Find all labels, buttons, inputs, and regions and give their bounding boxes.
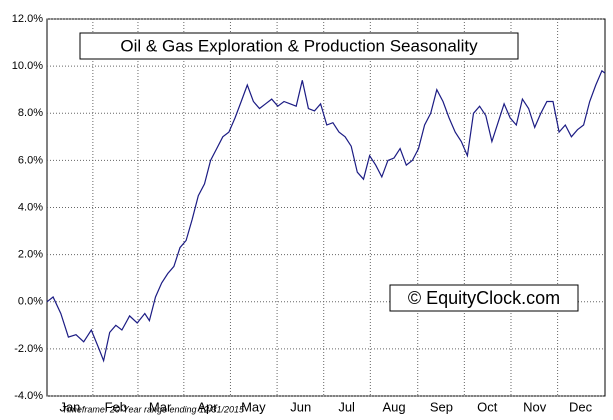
x-tick-label: Dec: [569, 399, 593, 414]
x-tick-label: Jul: [338, 399, 355, 414]
x-tick-label: Sep: [430, 399, 453, 414]
chart-title: Oil & Gas Exploration & Production Seaso…: [120, 36, 478, 55]
y-tick-label: 10.0%: [12, 60, 43, 72]
y-tick-label: -4.0%: [14, 390, 43, 402]
watermark-box: [389, 284, 579, 312]
y-tick-label: 4.0%: [18, 201, 43, 213]
x-tick-label: Feb: [105, 399, 127, 414]
y-tick-label: -2.0%: [14, 343, 43, 355]
x-tick-label: Jan: [59, 399, 80, 414]
x-tick-label: Mar: [149, 399, 172, 414]
y-tick-label: 2.0%: [18, 249, 43, 261]
footnote: Timeframe: 20-Year range ending 12/31/20…: [62, 404, 245, 414]
y-tick-label: 6.0%: [18, 154, 43, 166]
series-line: [46, 69, 606, 363]
x-tick-label: Apr: [197, 399, 218, 414]
x-tick-label: Nov: [523, 399, 547, 414]
x-tick-label: May: [241, 399, 266, 414]
watermark: © EquityClock.com: [408, 288, 560, 308]
x-tick-label: Oct: [477, 399, 498, 414]
y-tick-label: 8.0%: [18, 107, 43, 119]
x-tick-label: Aug: [382, 399, 405, 414]
y-tick-label: 0.0%: [18, 296, 43, 308]
y-tick-label: 12.0%: [12, 13, 43, 25]
x-tick-label: Jun: [290, 399, 311, 414]
title-box: [79, 32, 519, 60]
